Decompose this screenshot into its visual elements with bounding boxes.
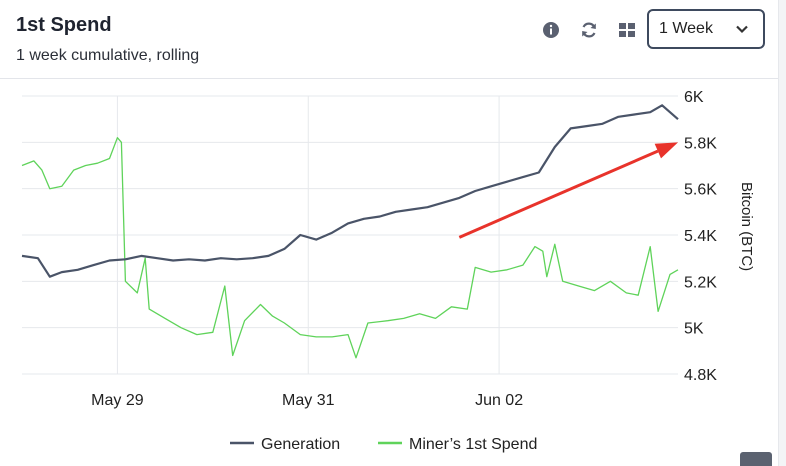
legend-item-0[interactable]: Generation [230, 436, 340, 453]
grid-lines [22, 95, 678, 375]
grid-icon [619, 23, 635, 37]
annotation-arrow-head [654, 142, 678, 159]
time-range-value: 1 Week [659, 20, 713, 37]
page-title: 1st Spend [16, 14, 112, 36]
annotation-layer [458, 142, 678, 239]
y-tick-label: 5.8K [684, 135, 717, 152]
axis-labels: 6K 5.8K 5.6K 5.4K 5.2K 5K 4.8K May 29 May 31 Jun … [91, 89, 717, 409]
annotation-arrow-shaft [458, 149, 659, 239]
info-circle-icon [543, 22, 559, 38]
scroll-handle[interactable] [740, 452, 772, 466]
legend-label: Miner’s 1st Spend [409, 436, 537, 453]
y-tick-label: 5.2K [684, 274, 717, 291]
x-tick-label: May 29 [91, 392, 144, 409]
y-tick-label: 6K [684, 89, 704, 106]
refresh-icon [582, 22, 596, 38]
chevron-down-icon [736, 25, 748, 34]
page-edge [779, 0, 786, 466]
y-tick-label: 5.4K [684, 228, 717, 245]
x-tick-label: Jun 02 [475, 392, 523, 409]
page-subtitle: 1 week cumulative, rolling [16, 47, 200, 64]
y-tick-label: 4.8K [684, 367, 717, 384]
refresh-button[interactable] [579, 20, 599, 40]
y-tick-label: 5K [684, 321, 704, 338]
legend-item-1[interactable]: Miner’s 1st Spend [378, 436, 537, 453]
layout-button[interactable] [617, 20, 637, 40]
legend: Generation Miner’s 1st Spend [230, 436, 537, 453]
y-axis-label: Bitcoin (BTC) [738, 182, 755, 271]
y-tick-label: 5.6K [684, 182, 717, 199]
time-range-select[interactable]: 1 Week [647, 9, 765, 49]
legend-label: Generation [261, 436, 340, 453]
header-divider [0, 78, 778, 79]
series-layer [21, 104, 679, 359]
series-line-1 [21, 137, 679, 359]
info-button[interactable] [541, 20, 561, 40]
x-tick-label: May 31 [282, 392, 335, 409]
series-line-0 [21, 104, 679, 278]
